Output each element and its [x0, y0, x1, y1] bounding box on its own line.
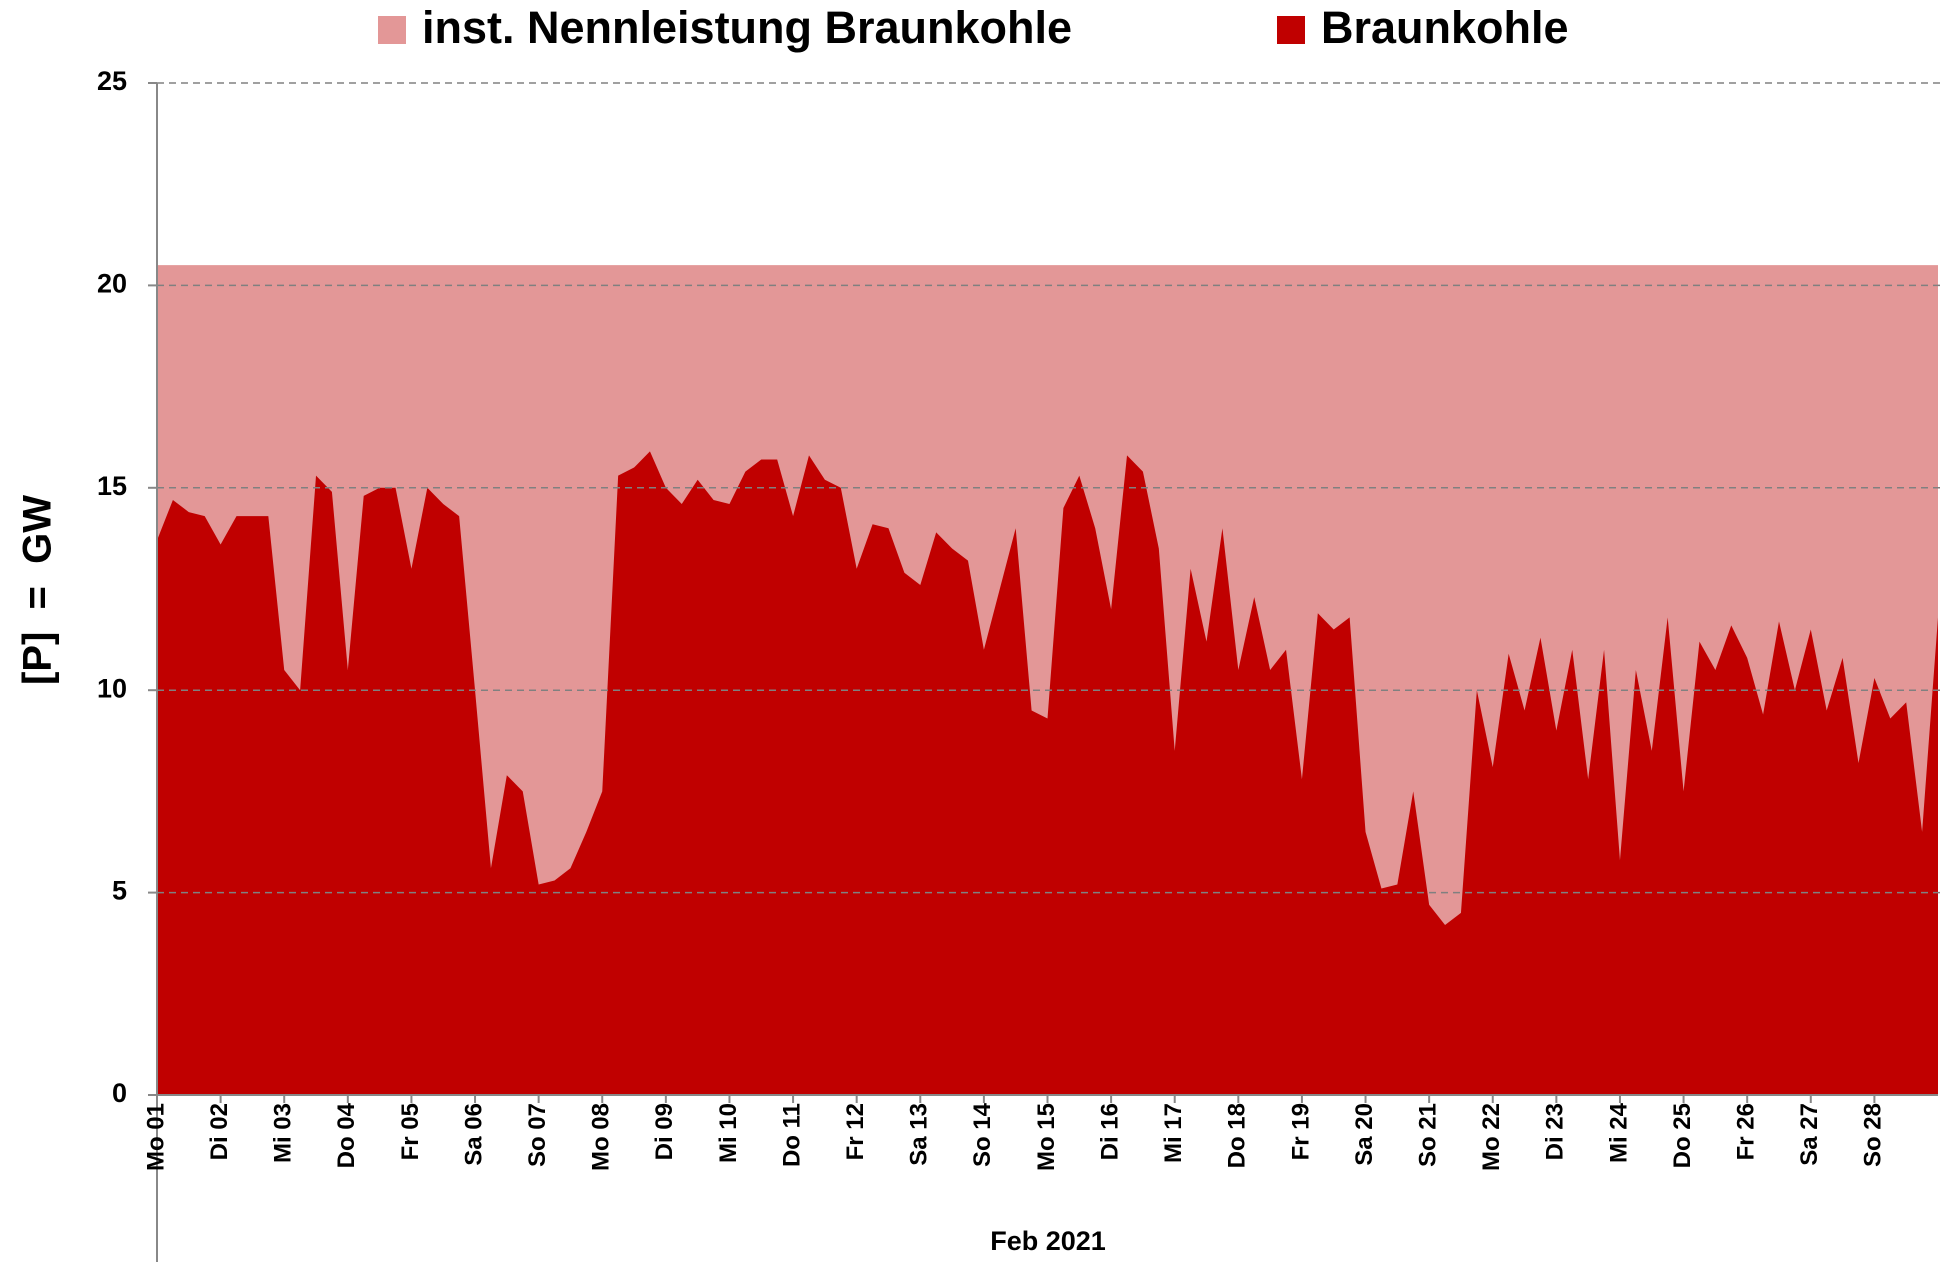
x-tick-label: Mo 01 — [142, 1103, 169, 1171]
x-tick-label: Mi 03 — [270, 1103, 297, 1163]
x-tick-label: So 28 — [1860, 1103, 1887, 1167]
x-axis-label: Feb 2021 — [990, 1226, 1106, 1256]
y-tick-label: 20 — [97, 269, 127, 299]
x-tick-label: So 14 — [969, 1102, 996, 1167]
x-tick-label: Fr 19 — [1287, 1103, 1314, 1160]
x-tick-label: So 21 — [1414, 1103, 1441, 1167]
x-tick-label: Fr 26 — [1733, 1103, 1760, 1160]
x-tick-label: Di 09 — [651, 1103, 678, 1160]
x-tick-label: Fr 12 — [842, 1103, 869, 1160]
x-tick-label: Sa 06 — [460, 1103, 487, 1166]
legend-swatch — [1277, 16, 1305, 44]
legend-swatch — [378, 16, 406, 44]
x-tick-label: Sa 13 — [906, 1103, 933, 1166]
x-tick-label: Do 04 — [333, 1102, 360, 1168]
legend-label: Braunkohle — [1321, 2, 1569, 53]
x-tick-label: Do 25 — [1669, 1103, 1696, 1168]
x-tick-label: Do 18 — [1224, 1103, 1251, 1168]
x-tick-label: So 07 — [524, 1103, 551, 1167]
area — [157, 451, 1938, 1095]
x-tick-label: Mi 17 — [1160, 1103, 1187, 1163]
y-tick-label: 0 — [112, 1078, 127, 1108]
y-tick-label: 10 — [97, 673, 127, 703]
y-axis-label: [P] = GW — [16, 495, 60, 685]
x-tick-label: Mi 24 — [1605, 1102, 1632, 1163]
x-tick-label: Sa 27 — [1796, 1103, 1823, 1166]
x-tick-label: Di 02 — [206, 1103, 233, 1160]
x-tick-label: Mi 10 — [715, 1103, 742, 1163]
y-tick-label: 25 — [97, 66, 127, 96]
x-tick-label: Mo 15 — [1033, 1103, 1060, 1171]
x-tick-label: Do 11 — [778, 1103, 805, 1167]
y-tick-label: 5 — [112, 876, 127, 906]
x-tick-label: Di 16 — [1096, 1103, 1123, 1160]
x-tick-label: Mo 22 — [1478, 1103, 1505, 1171]
y-tick-label: 15 — [97, 471, 127, 501]
x-tick-label: Mo 08 — [588, 1103, 615, 1171]
x-tick-label: Di 23 — [1542, 1103, 1569, 1160]
x-tick-label: Sa 20 — [1351, 1103, 1378, 1166]
x-tick-label: Fr 05 — [397, 1103, 424, 1160]
legend-label: inst. Nennleistung Braunkohle — [422, 2, 1072, 53]
